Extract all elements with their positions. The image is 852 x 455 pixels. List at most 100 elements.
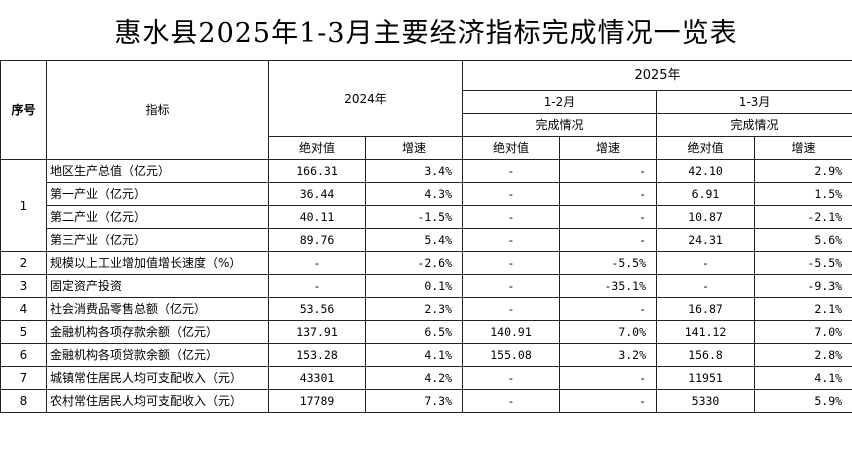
row-seq: 2	[0, 251, 47, 275]
row-indicator-name: 农村常住居民人均可支配收入（元）	[46, 389, 269, 413]
row-value-g24: 4.3%	[364, 182, 464, 206]
row-value-g12: -	[559, 389, 658, 413]
row-value-a12: -	[462, 366, 561, 390]
row-value-a24: -	[268, 251, 366, 275]
row-value-g12: 3.2%	[559, 343, 658, 367]
row-value-a13: 16.87	[656, 297, 756, 321]
table-row: 第一产业（亿元） 36.44 4.3% - -6.91 1.5%	[1, 182, 852, 206]
row-value-g12: -	[559, 205, 658, 229]
row-value-a12: 155.08	[462, 343, 561, 367]
row-value-g13: 5.6%	[754, 228, 852, 252]
row-value-g24: 2.3%	[364, 297, 464, 321]
row-seq: 5	[0, 320, 47, 344]
row-value-a13: 5330	[656, 389, 756, 413]
row-value-g13: 2.9%	[754, 159, 852, 183]
row-value-g12: -	[559, 297, 658, 321]
header-indicator: 指标	[46, 60, 269, 160]
row-indicator-name: 地区生产总值（亿元）	[46, 159, 269, 183]
row-value-g24: 3.4%	[364, 159, 464, 183]
header-2025: 2025年	[462, 60, 852, 91]
row-value-a24: 17789	[268, 389, 366, 413]
row-value-g24: 6.5%	[364, 320, 464, 344]
row-value-g13: -2.1%	[754, 205, 852, 229]
row-value-a12: -	[462, 228, 561, 252]
row-indicator-name: 第三产业（亿元）	[46, 228, 269, 252]
row-value-g13: 5.9%	[754, 389, 852, 413]
row-value-a24: 36.44	[268, 182, 366, 206]
row-value-a13: 10.87	[656, 205, 756, 229]
header-growth-1-3: 增速	[754, 136, 852, 160]
row-value-g12: -	[559, 182, 658, 206]
row-value-a12: -	[462, 274, 561, 298]
row-value-g24: 7.3%	[364, 389, 464, 413]
row-value-g12: 7.0%	[559, 320, 658, 344]
header-2024: 2024年	[267, 60, 464, 137]
row-indicator-name: 第二产业（亿元）	[46, 205, 269, 229]
row-value-g24: 4.2%	[364, 366, 464, 390]
header-status-1-3: 完成情况	[656, 113, 852, 137]
row-value-a24: -	[268, 274, 366, 298]
row-value-a12: -	[462, 205, 561, 229]
row-value-a13: -	[656, 274, 756, 298]
row-indicator-name: 城镇常住居民人均可支配收入（元）	[46, 366, 269, 390]
header-period-1-2: 1-2月	[462, 90, 658, 114]
row-value-a24: 53.56	[268, 297, 366, 321]
row-indicator-name: 规模以上工业增加值增长速度（%）	[46, 251, 269, 275]
row-value-g24: 5.4%	[364, 228, 464, 252]
header-growth-2024: 增速	[364, 136, 464, 160]
row-seq: 7	[0, 366, 47, 390]
table-row: 1 地区生产总值（亿元） 166.31 3.4% - -42.10 2.9%	[0, 159, 852, 252]
row-value-a13: 141.12	[656, 320, 756, 344]
row-value-a24: 137.91	[268, 320, 366, 344]
row-indicator-name: 社会消费品零售总额（亿元）	[46, 297, 269, 321]
row-indicator-name: 金融机构各项存款余额（亿元）	[46, 320, 269, 344]
row-value-a13: 156.8	[656, 343, 756, 367]
table-row: 8 农村常住居民人均可支配收入（元） 17789 7.3% - -5330 5.9%	[0, 389, 852, 413]
row-value-g13: 7.0%	[754, 320, 852, 344]
row-value-g24: 4.1%	[364, 343, 464, 367]
row-value-g13: 4.1%	[754, 366, 852, 390]
row-value-g12: -5.5%	[559, 251, 658, 275]
row-value-g24: 0.1%	[364, 274, 464, 298]
table-row: 第二产业（亿元） 40.11 -1.5% - -10.87 -2.1%	[1, 205, 852, 229]
row-value-g13: -5.5%	[754, 251, 852, 275]
row-value-g12: -	[559, 159, 658, 183]
header-period-1-3: 1-3月	[656, 90, 852, 114]
row-seq: 8	[0, 389, 47, 413]
row-value-a24: 40.11	[268, 205, 366, 229]
row-value-a13: 6.91	[656, 182, 756, 206]
table-row: 3 固定资产投资 -0.1% - -35.1% - -9.3%	[0, 274, 852, 298]
table-row: 第三产业（亿元） 89.76 5.4% - -24.31 5.6%	[1, 228, 852, 252]
row-value-a24: 89.76	[268, 228, 366, 252]
header-seq: 序号	[0, 60, 47, 160]
header-status-1-2: 完成情况	[462, 113, 658, 137]
row-value-a12: 140.91	[462, 320, 561, 344]
row-value-g24: -1.5%	[364, 205, 464, 229]
row-seq: 3	[0, 274, 47, 298]
row-value-g13: -9.3%	[754, 274, 852, 298]
row-value-g12: -	[559, 228, 658, 252]
table-row: 4 社会消费品零售总额（亿元） 53.56 2.3% - -16.87 2.1%	[0, 297, 852, 321]
row-value-g13: 1.5%	[754, 182, 852, 206]
row-value-a24: 166.31	[268, 159, 366, 183]
row-indicator-name: 金融机构各项贷款余额（亿元）	[46, 343, 269, 367]
row-value-a12: -	[462, 182, 561, 206]
row-seq: 1	[0, 159, 47, 252]
row-value-a13: -	[656, 251, 756, 275]
table-row: 7 城镇常住居民人均可支配收入（元） 43301 4.2% - -11951 4.1%	[0, 366, 852, 390]
row-value-a12: -	[462, 389, 561, 413]
row-value-a12: -	[462, 159, 561, 183]
row-value-a13: 11951	[656, 366, 756, 390]
table-title: 惠水县2025年1-3月主要经济指标完成情况一览表	[114, 17, 738, 49]
header-abs-1-2: 绝对值	[462, 136, 561, 160]
header-growth-1-2: 增速	[559, 136, 658, 160]
row-seq: 6	[0, 343, 47, 367]
row-value-g24: -2.6%	[364, 251, 464, 275]
row-indicator-name: 固定资产投资	[46, 274, 269, 298]
row-value-g12: -	[559, 366, 658, 390]
header-abs-1-3: 绝对值	[656, 136, 756, 160]
table-row: 2 规模以上工业增加值增长速度（%） - -2.6% - -5.5% - -5.5%	[0, 251, 852, 275]
row-value-g13: 2.1%	[754, 297, 852, 321]
table-row: 5 金融机构各项存款余额（亿元） 137.91 6.5% 140.91 7.0% 141.1…	[0, 320, 852, 344]
row-indicator-name: 第一产业（亿元）	[46, 182, 269, 206]
